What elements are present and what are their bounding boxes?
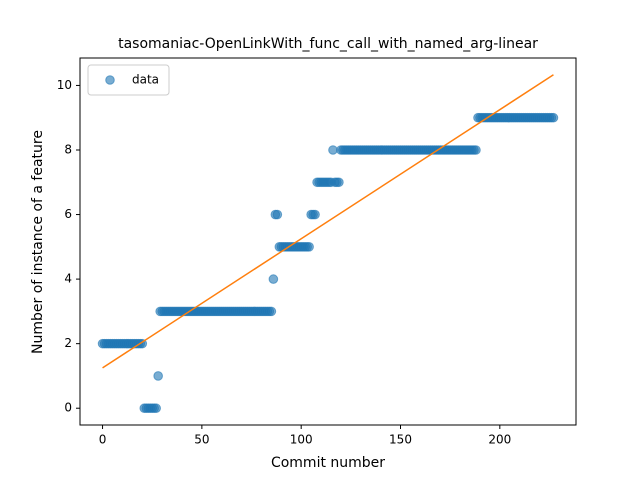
y-tick-label: 4 — [64, 272, 72, 286]
x-tick-label: 50 — [194, 433, 209, 447]
data-point — [310, 209, 320, 220]
y-axis-label: Number of instance of a feature — [30, 130, 46, 354]
data-point — [151, 403, 161, 414]
data-point — [328, 145, 338, 155]
plot-frame — [79, 57, 577, 426]
data-point — [153, 371, 163, 381]
data-point — [304, 242, 314, 252]
data-point — [268, 274, 279, 284]
x-tick-label: 0 — [99, 433, 107, 447]
y-tick-label: 10 — [57, 78, 72, 92]
y-tick-label: 8 — [64, 142, 72, 156]
data-point — [471, 145, 481, 155]
y-tick-label: 2 — [64, 336, 72, 350]
fit-line — [102, 74, 554, 369]
y-tick-label: 0 — [64, 401, 72, 415]
y-tick-label: 6 — [64, 207, 72, 221]
data-point — [548, 112, 559, 123]
x-tick-label: 100 — [290, 433, 313, 447]
legend-label: data — [132, 73, 159, 87]
data-point — [266, 306, 277, 317]
x-tick-label: 200 — [488, 433, 511, 447]
x-tick-label: 150 — [389, 433, 412, 447]
data-point — [334, 177, 344, 188]
legend-marker — [105, 75, 115, 85]
x-axis-label: Commit number — [271, 455, 385, 471]
chart-title: tasomaniac-OpenLinkWith_func_call_with_n… — [118, 36, 538, 52]
legend-box — [87, 64, 170, 96]
data-point — [272, 209, 283, 220]
